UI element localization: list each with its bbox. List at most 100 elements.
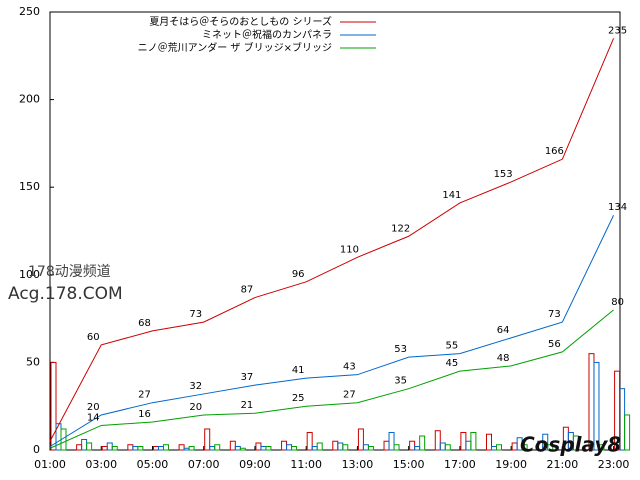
y-tick-label: 100 (19, 268, 40, 281)
x-tick-label: 23:00 (598, 458, 630, 471)
legend-label: ミネット＠祝福のカンパネラ (202, 28, 332, 41)
watermark: Cosplay8 (520, 433, 621, 457)
bar (460, 431, 467, 451)
y-tick-label: 150 (19, 180, 40, 193)
bar (286, 444, 293, 451)
line (49, 309, 614, 449)
x-tick-label: 09:00 (239, 458, 271, 471)
data-label: 153 (494, 169, 513, 180)
bar (204, 428, 211, 451)
bar (137, 445, 144, 451)
bar (419, 435, 426, 451)
bar (414, 445, 421, 451)
data-label: 60 (87, 332, 100, 343)
bar (342, 444, 349, 451)
x-tick-label: 03:00 (85, 458, 117, 471)
data-label: 27 (138, 390, 151, 401)
x-tick-label: 11:00 (290, 458, 322, 471)
data-label: 48 (497, 353, 510, 364)
data-label: 14 (87, 412, 100, 423)
bar (486, 433, 493, 451)
bar (332, 440, 339, 451)
bar (101, 445, 108, 451)
bar (183, 447, 190, 451)
bar (362, 444, 369, 451)
bar (465, 440, 472, 451)
y-tick-label: 0 (33, 443, 40, 456)
data-label: 20 (87, 402, 100, 413)
bar (152, 445, 159, 451)
data-label: 37 (241, 372, 254, 383)
data-label: 16 (138, 409, 151, 420)
plot-frame (49, 11, 621, 451)
bar (255, 442, 262, 451)
watermark: 178动漫频道 (28, 264, 111, 280)
bar (111, 445, 118, 451)
data-label: 73 (548, 309, 561, 320)
bar (178, 444, 185, 451)
data-label: 166 (545, 146, 564, 157)
bar (598, 444, 605, 451)
data-label: 43 (343, 362, 356, 373)
legend-label: ニノ＠荒川アンダー ザ ブリッジ×ブリッジ (138, 41, 332, 54)
data-label: 122 (391, 223, 410, 234)
data-label: 41 (292, 365, 305, 376)
bar (491, 445, 498, 451)
bar (86, 442, 93, 451)
bar (291, 445, 298, 451)
bar (316, 442, 323, 451)
bar (521, 444, 528, 451)
data-label: 25 (292, 393, 305, 404)
bar (162, 444, 169, 451)
bar (132, 445, 139, 451)
bar (572, 435, 579, 451)
bar (624, 414, 631, 451)
data-label: 68 (138, 318, 151, 329)
y-tick-label: 200 (19, 93, 40, 106)
bar (547, 444, 554, 451)
data-label: 80 (611, 297, 624, 308)
watermarks: 178动漫频道 Acg.178.COM Cosplay8 (8, 264, 621, 457)
data-label: 56 (548, 339, 561, 350)
data-label: 32 (189, 381, 202, 392)
bar (367, 445, 374, 451)
bar (76, 444, 83, 451)
x-tick-label: 07:00 (188, 458, 220, 471)
data-label: 21 (241, 400, 254, 411)
data-label: 27 (343, 390, 356, 401)
bar (470, 431, 477, 451)
bar (511, 442, 518, 451)
bar (357, 428, 364, 451)
legend-label: 夏月そはら＠そらのおとしもの シリーズ (149, 15, 332, 28)
watermark: Acg.178.COM (8, 284, 123, 304)
bar (516, 437, 523, 451)
data-label: 35 (394, 376, 407, 387)
y-tick-label: 250 (19, 5, 40, 18)
data-label: 141 (442, 190, 461, 201)
x-tick-label: 15:00 (393, 458, 425, 471)
data-label: 110 (340, 244, 359, 255)
line (49, 215, 615, 447)
bar (157, 445, 164, 451)
x-tick-label: 21:00 (547, 458, 579, 471)
bar (409, 440, 416, 451)
bar (337, 442, 344, 451)
bar (542, 433, 549, 451)
data-label: 235 (608, 25, 627, 36)
bar (50, 361, 57, 451)
bar (383, 440, 390, 451)
bar (306, 431, 313, 451)
x-tick-label: 05:00 (137, 458, 169, 471)
bar (439, 442, 446, 451)
bar (496, 444, 503, 451)
data-label: 20 (189, 402, 202, 413)
bar (239, 447, 246, 451)
data-label: 53 (394, 344, 407, 355)
bar (81, 438, 88, 451)
data-label: 87 (241, 285, 254, 296)
x-tick-label: 01:00 (34, 458, 66, 471)
bar (234, 445, 241, 451)
x-tick-label: 17:00 (444, 458, 476, 471)
bar (393, 444, 400, 451)
